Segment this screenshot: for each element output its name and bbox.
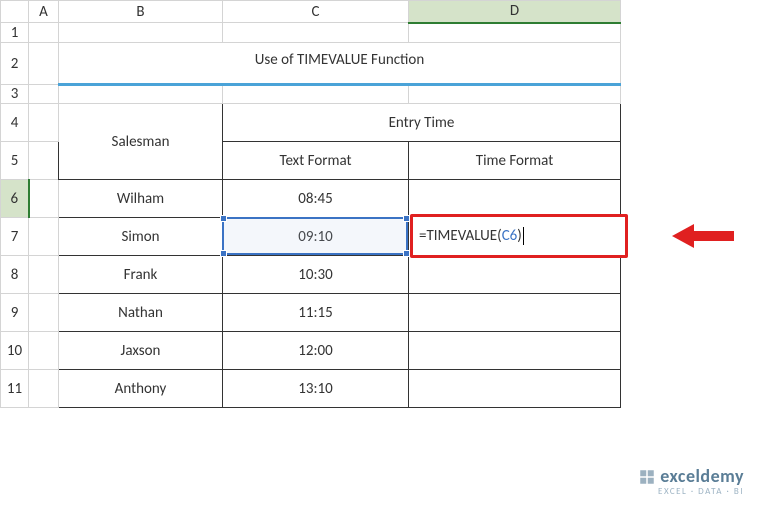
cell-A3[interactable] [29,85,59,104]
row-header-8[interactable]: 8 [1,256,29,294]
row-header-9[interactable]: 9 [1,294,29,332]
header-time-format[interactable]: Time Format [409,142,621,180]
cell-D1[interactable] [409,23,621,43]
row-header-1[interactable]: 1 [1,23,29,43]
cell-D8[interactable] [409,256,621,294]
formula-suffix: ) [517,227,522,245]
formula-prefix: =TIMEVALUE( [419,227,502,245]
cell-D9[interactable] [409,294,621,332]
cell-B9[interactable]: Nathan [59,294,223,332]
row-header-4[interactable]: 4 [1,104,29,142]
watermark: exceldemy EXCEL · DATA · BI [638,466,744,498]
callout-arrow-icon [672,224,734,248]
header-text-format[interactable]: Text Format [223,142,409,180]
brand-icon [638,468,656,486]
row-header-2[interactable]: 2 [1,43,29,85]
watermark-brand: exceldemy [660,465,744,487]
cell-B6[interactable]: Wilham [59,180,223,218]
title-cell[interactable]: Use of TIMEVALUE Function [59,43,621,85]
row-header-6[interactable]: 6 [1,180,29,218]
cell-C7[interactable]: 09:10 [223,218,409,256]
cell-C8[interactable]: 10:30 [223,256,409,294]
text-cursor [523,227,524,245]
formula-cell-ref: C6 [502,227,518,245]
select-all-corner[interactable] [1,1,29,23]
cell-B3[interactable] [59,85,223,104]
cell-A9[interactable] [29,294,59,332]
col-header-D[interactable]: D [409,1,621,23]
cell-A8[interactable] [29,256,59,294]
cell-A7[interactable] [29,218,59,256]
cell-A4[interactable] [29,104,59,142]
cell-B1[interactable] [59,23,223,43]
cell-A11[interactable] [29,370,59,408]
cell-C1[interactable] [223,23,409,43]
header-entry-time[interactable]: Entry Time [223,104,621,142]
cell-A1[interactable] [29,23,59,43]
col-header-B[interactable]: B [59,1,223,23]
cell-B7[interactable]: Simon [59,218,223,256]
cell-C6[interactable]: 08:45 [223,180,409,218]
cell-C3[interactable] [223,85,409,104]
col-header-A[interactable]: A [29,1,59,23]
cell-C10[interactable]: 12:00 [223,332,409,370]
formula-edit-box[interactable]: =TIMEVALUE(C6) [410,214,628,258]
cell-D11[interactable] [409,370,621,408]
header-salesman[interactable]: Salesman [59,104,223,180]
cell-A2[interactable] [29,43,59,85]
row-header-10[interactable]: 10 [1,332,29,370]
cell-C9[interactable]: 11:15 [223,294,409,332]
row-header-3[interactable]: 3 [1,85,29,104]
cell-C11[interactable]: 13:10 [223,370,409,408]
cell-B10[interactable]: Jaxson [59,332,223,370]
spreadsheet-grid[interactable]: A B C D 1 2 Use of TIMEVALUE Function 3 … [0,0,621,408]
cell-B11[interactable]: Anthony [59,370,223,408]
cell-A5[interactable] [29,142,59,180]
row-header-7[interactable]: 7 [1,218,29,256]
row-header-5[interactable]: 5 [1,142,29,180]
cell-D3[interactable] [409,85,621,104]
col-header-C[interactable]: C [223,1,409,23]
cell-A10[interactable] [29,332,59,370]
cell-D10[interactable] [409,332,621,370]
cell-B8[interactable]: Frank [59,256,223,294]
watermark-tagline: EXCEL · DATA · BI [638,487,744,498]
row-header-11[interactable]: 11 [1,370,29,408]
cell-A6[interactable] [29,180,59,218]
cell-D6[interactable] [409,180,621,218]
